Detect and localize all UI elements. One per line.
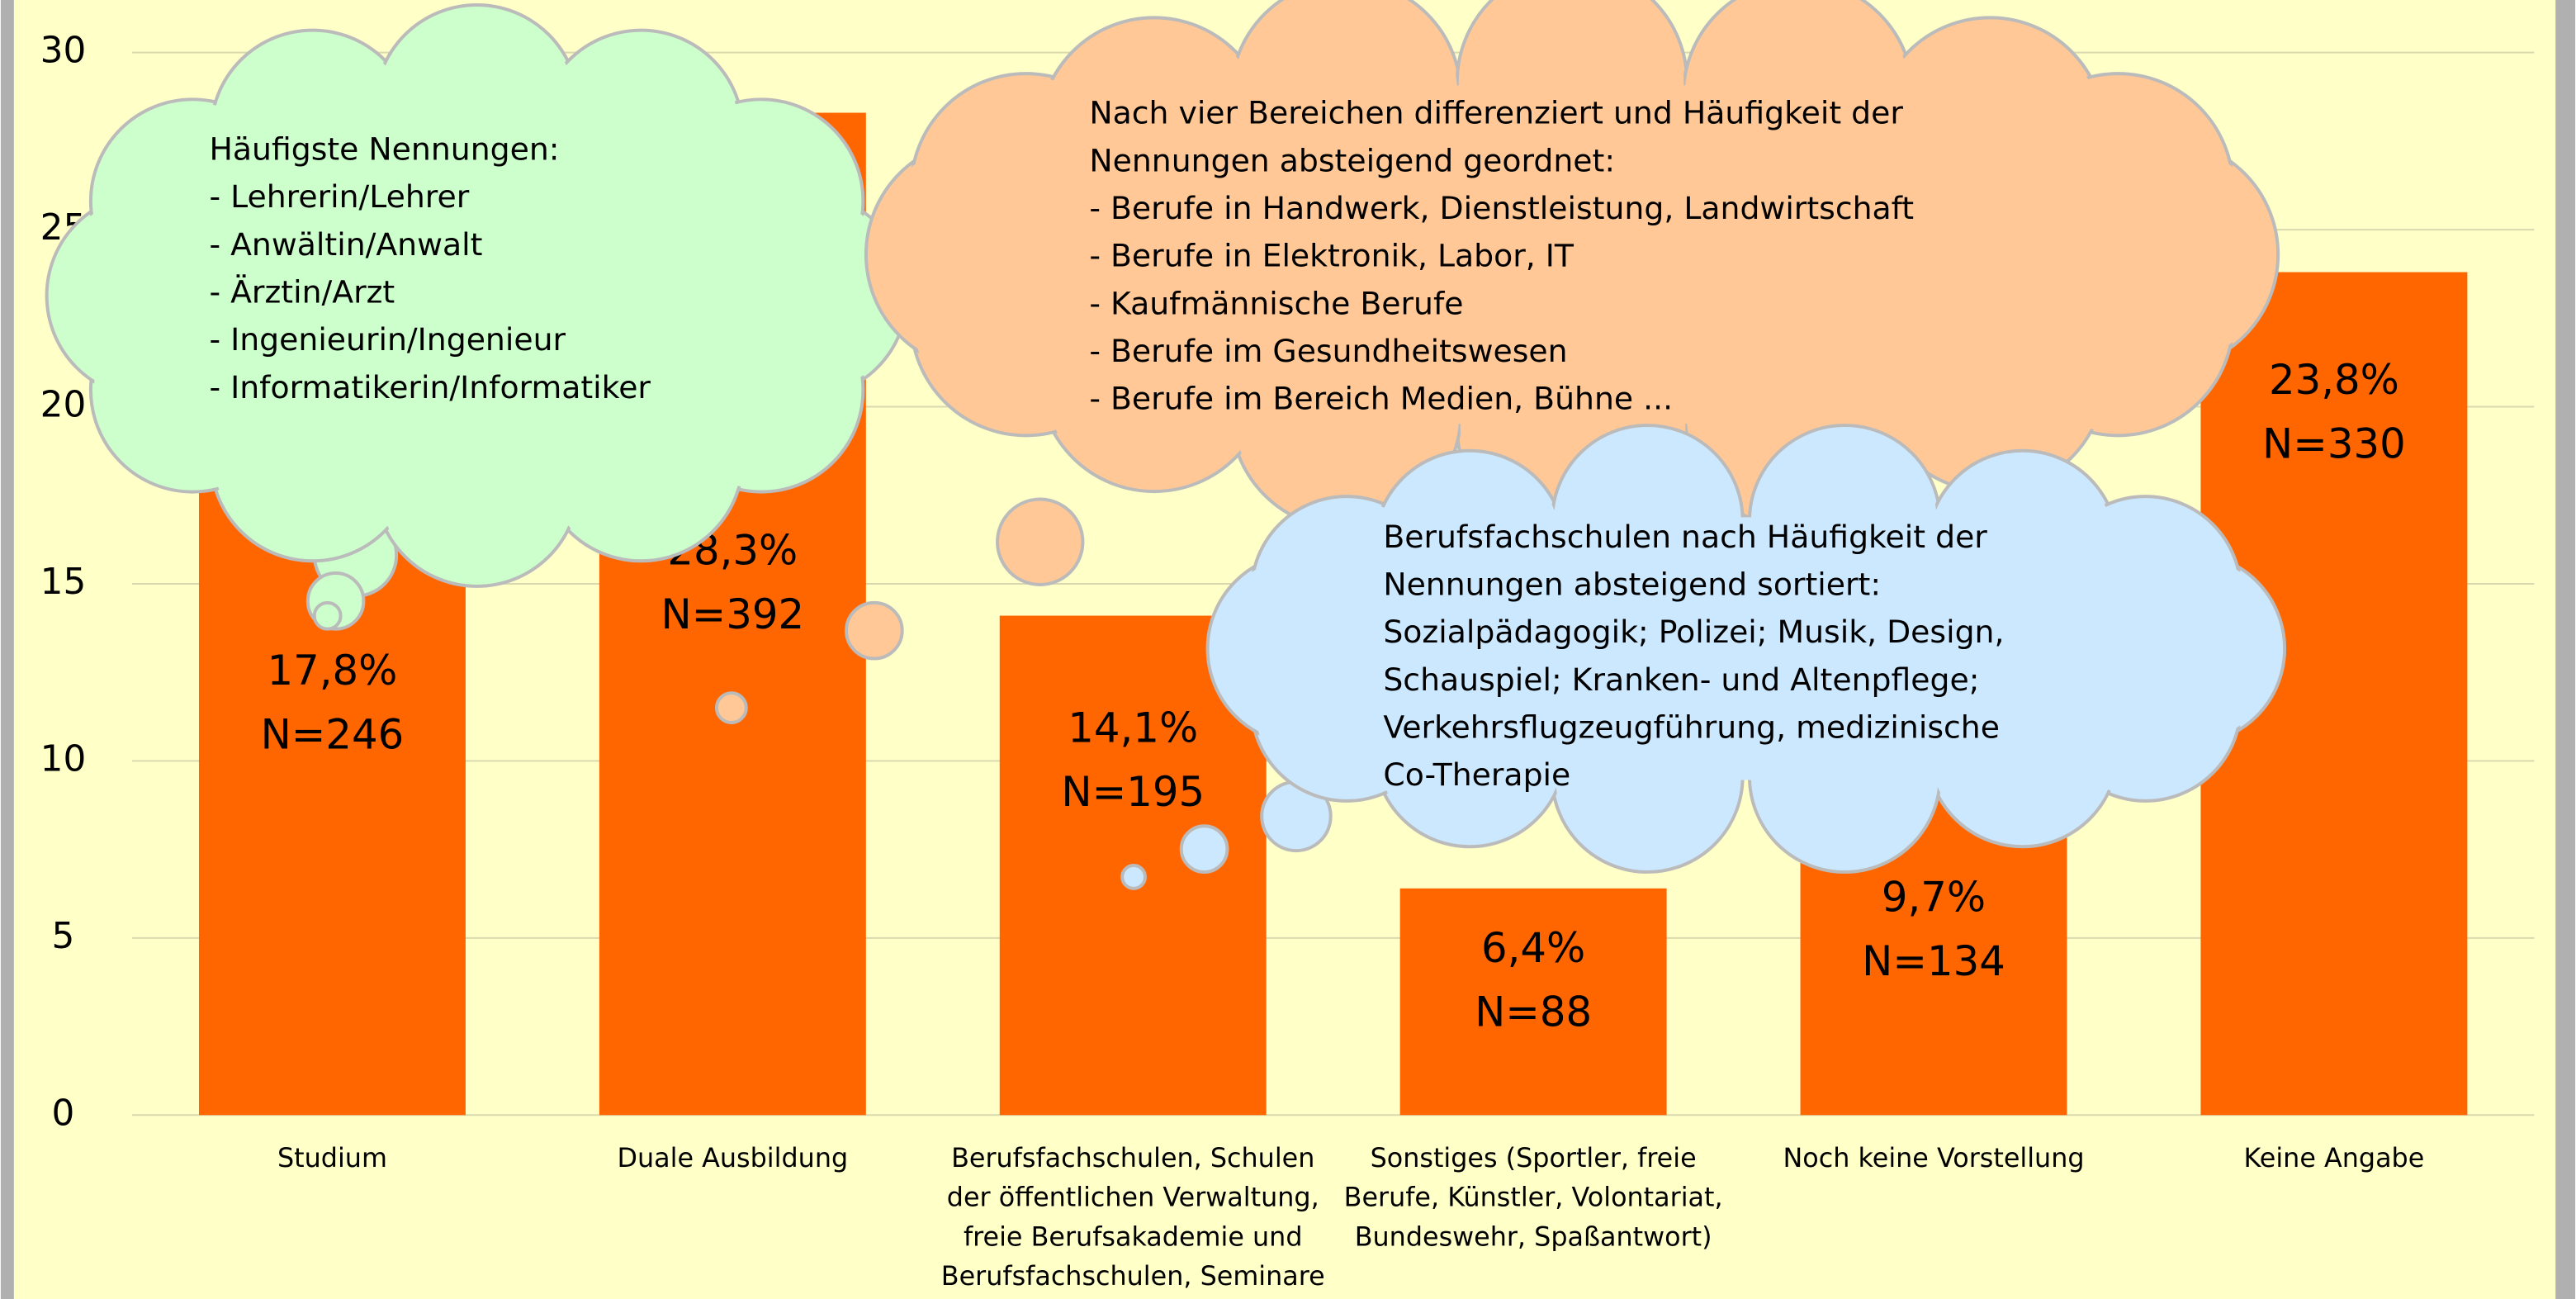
- x-tick-label: Duale Ausbildung: [618, 1142, 849, 1173]
- annotation-text: Nennungen absteigend sortiert:: [1383, 566, 1881, 602]
- count-label: N=246: [261, 710, 405, 758]
- y-tick-label: 5: [52, 915, 75, 957]
- value-label: 6,4%: [1481, 924, 1585, 972]
- annotation-text: Co-Therapie: [1383, 756, 1570, 793]
- annotation-text: - Berufe im Gesundheitswesen: [1089, 333, 1567, 369]
- value-label: 9,7%: [1882, 873, 1986, 921]
- chart: 051015202530Studium17,8%N=246Duale Ausbi…: [0, 0, 2576, 1299]
- x-tick-label: Bundeswehr, Spaßantwort): [1355, 1221, 1712, 1252]
- y-tick-label: 30: [40, 30, 87, 72]
- cloud-tail: [315, 603, 341, 629]
- annotation-text: - Berufe in Handwerk, Dienstleistung, La…: [1089, 190, 1914, 226]
- x-tick-label: freie Berufsakademie und: [964, 1221, 1303, 1252]
- cloud-tail: [1181, 826, 1228, 872]
- count-label: N=134: [1862, 937, 2005, 985]
- annotation-text: - Anwältin/Anwalt: [209, 226, 482, 263]
- annotation-text: Nennungen absteigend geordnet:: [1089, 142, 1615, 178]
- x-tick-label: Studium: [277, 1142, 387, 1173]
- y-tick-label: 0: [52, 1092, 75, 1134]
- annotation-text: - Ingenieurin/Ingenieur: [209, 321, 566, 358]
- annotation-text: Verkehrsflugzeugführung, medizinische: [1383, 709, 2000, 745]
- count-label: N=88: [1475, 988, 1592, 1036]
- x-tick-label: Berufsfachschulen, Schulen: [951, 1142, 1314, 1173]
- x-tick-label: Noch keine Vorstellung: [1783, 1142, 2085, 1173]
- cloud-tail: [846, 603, 902, 659]
- value-label: 17,8%: [268, 647, 398, 695]
- x-tick-label: Keine Angabe: [2244, 1142, 2425, 1173]
- annotation-text: - Berufe im Bereich Medien, Bühne ...: [1089, 381, 1673, 417]
- annotation-text: Sozialpädagogik; Polizei; Musik, Design,: [1383, 614, 2004, 650]
- y-tick-label: 20: [40, 384, 87, 426]
- x-tick-label: Sonstiges (Sportler, freie: [1371, 1142, 1697, 1173]
- annotation-text: - Berufe in Elektronik, Labor, IT: [1089, 238, 1574, 274]
- annotation-text: Berufsfachschulen nach Häufigkeit der: [1383, 519, 1987, 555]
- annotation-text: - Ärztin/Arzt: [209, 273, 395, 310]
- cloud-tail: [717, 693, 746, 723]
- count-label: N=392: [661, 590, 804, 638]
- annotation-text: Häufigste Nennungen:: [209, 130, 559, 167]
- annotation-text: Nach vier Bereichen differenziert und Hä…: [1089, 95, 1903, 131]
- annotation-text: - Informatikerin/Informatiker: [209, 369, 651, 405]
- right-border: [2555, 0, 2575, 1299]
- y-tick-label: 10: [40, 737, 87, 780]
- count-label: N=330: [2262, 420, 2406, 467]
- count-label: N=195: [1061, 768, 1205, 816]
- cloud-tail: [997, 500, 1082, 585]
- left-border: [1, 0, 14, 1299]
- annotation-text: - Lehrerin/Lehrer: [209, 178, 469, 215]
- annotation-text: - Kaufmännische Berufe: [1089, 285, 1463, 321]
- x-tick-label: Berufe, Künstler, Volontariat,: [1344, 1182, 1723, 1213]
- value-label: 23,8%: [2269, 356, 2399, 404]
- page: 051015202530Studium17,8%N=246Duale Ausbi…: [0, 0, 2576, 1299]
- x-tick-label: Berufsfachschulen, Seminare: [941, 1260, 1325, 1292]
- y-tick-label: 15: [40, 561, 87, 603]
- annotation-text: Schauspiel; Kranken- und Altenpflege;: [1383, 661, 1979, 698]
- value-label: 14,1%: [1068, 704, 1198, 751]
- cloud-tail: [1122, 865, 1145, 889]
- x-tick-label: der öffentlichen Verwaltung,: [947, 1182, 1319, 1213]
